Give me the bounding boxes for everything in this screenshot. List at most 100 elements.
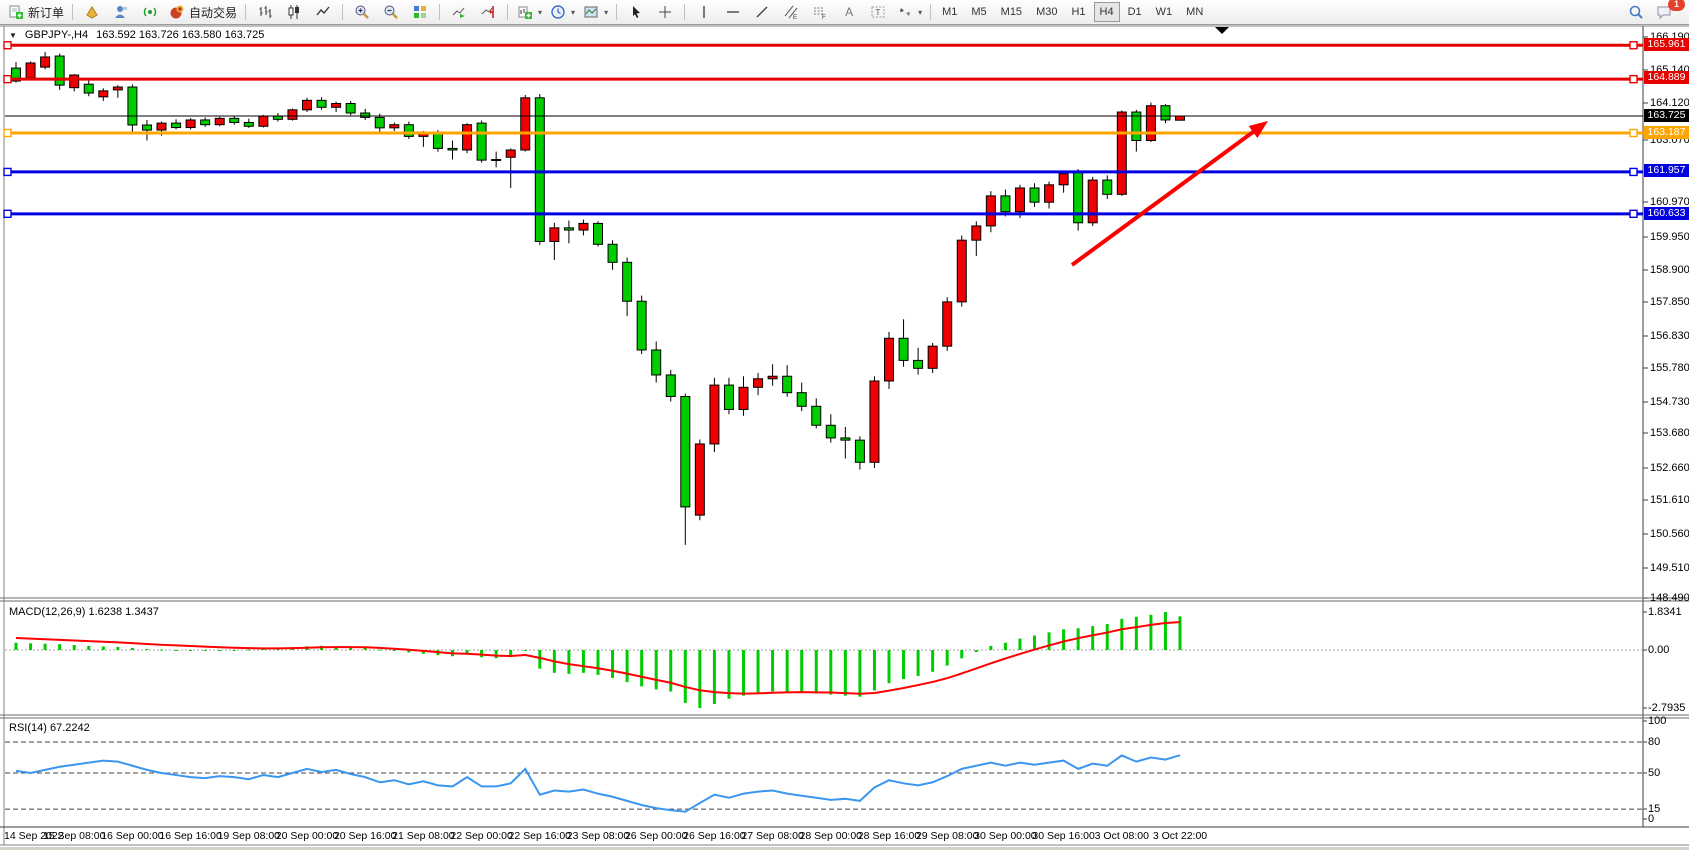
macd-histogram-bar: [261, 648, 265, 650]
line-handle[interactable]: [1629, 41, 1638, 50]
horizontal-line-tool-button[interactable]: [719, 2, 747, 22]
line-handle[interactable]: [1629, 209, 1638, 219]
market-watch-button[interactable]: [78, 2, 106, 22]
fibonacci-icon: F: [811, 4, 829, 20]
trendline-tool-button[interactable]: [748, 2, 776, 22]
horizontal-line-icon: [724, 4, 742, 20]
chat-button[interactable]: 1: [1651, 0, 1685, 22]
macd-histogram-bar: [654, 650, 658, 690]
candlestick-chart-button[interactable]: [280, 2, 308, 22]
timeframe-button-m15[interactable]: M15: [1000, 6, 1023, 18]
macd-histogram-bar: [58, 644, 62, 650]
candle-body: [98, 90, 109, 98]
candle-body: [229, 117, 240, 123]
timeframe-button-w1[interactable]: W1: [1155, 6, 1173, 18]
macd-histogram-bar: [407, 650, 411, 653]
crosshair-tool-button[interactable]: [651, 2, 679, 22]
new-order-button[interactable]: 新订单: [4, 2, 67, 22]
rsi-tick-label: 0: [1648, 813, 1655, 825]
macd-histogram-bar: [29, 643, 33, 650]
macd-histogram-bar: [203, 650, 207, 651]
macd-histogram-bar: [989, 645, 993, 650]
text-label-tool-button[interactable]: T: [864, 2, 892, 22]
strategy-tester-button[interactable]: [136, 2, 164, 22]
profiles-icon: [549, 4, 567, 20]
candle-body: [200, 119, 211, 126]
macd-histogram-bar: [218, 650, 222, 651]
macd-histogram-bar: [872, 650, 876, 691]
price-level-badge: 161.957: [1644, 164, 1689, 177]
rsi-tick-label: 100: [1648, 715, 1667, 727]
chart-shift-marker[interactable]: [1215, 27, 1229, 34]
timeframe-button-m5[interactable]: M5: [971, 6, 987, 18]
fibonacci-tool-button[interactable]: F: [806, 2, 834, 22]
price-level-badge: 163.725: [1644, 109, 1689, 122]
auto-scroll-button[interactable]: [445, 2, 473, 22]
new-chart-button[interactable]: ▾: [513, 2, 545, 22]
arrows-tool-button[interactable]: ▾: [893, 2, 925, 22]
zoom-out-button[interactable]: [377, 2, 405, 22]
candle-body: [1029, 187, 1040, 203]
macd-histogram-bar: [916, 650, 920, 676]
search-button[interactable]: [1622, 2, 1650, 22]
macd-histogram-bar: [1178, 616, 1182, 650]
candle-body: [811, 405, 822, 426]
dropdown-caret: ▾: [538, 7, 543, 17]
candle-body: [898, 337, 909, 361]
line-handle[interactable]: [1629, 74, 1638, 84]
vertical-line-tool-button[interactable]: [690, 2, 718, 22]
macd-histogram-bar: [130, 647, 134, 650]
macd-histogram-bar: [1105, 624, 1109, 650]
line-handle[interactable]: [1629, 167, 1638, 177]
time-axis-label: 3 Oct 22:00: [1152, 830, 1208, 842]
chart-shift-button[interactable]: [474, 2, 502, 22]
candle-body: [709, 384, 720, 445]
profiles-button[interactable]: ▾: [546, 2, 578, 22]
data-window-button[interactable]: [107, 2, 135, 22]
price-level-badge: 160.633: [1644, 207, 1689, 220]
timeframe-button-h4[interactable]: H4: [1093, 2, 1120, 22]
macd-histogram-bar: [189, 650, 193, 651]
chart-title-bar[interactable]: ▼ GBPJPY-,H4 163.592 163.726 163.580 163…: [9, 29, 264, 42]
macd-tick-label: -2.7935: [1648, 702, 1686, 714]
line-handle[interactable]: [3, 41, 12, 50]
timeframe-button-m1[interactable]: M1: [942, 6, 958, 18]
bar-chart-button[interactable]: [251, 2, 279, 22]
cursor-tool-button[interactable]: [622, 2, 650, 22]
templates-button[interactable]: ▾: [579, 2, 611, 22]
timeframe-button-m30[interactable]: M30: [1036, 6, 1058, 18]
text-tool-button[interactable]: A: [835, 2, 863, 22]
channel-tool-button[interactable]: E: [777, 2, 805, 22]
timeframe-button-h1[interactable]: H1: [1071, 6, 1086, 18]
macd-histogram-bar: [960, 650, 964, 659]
line-chart-button[interactable]: [309, 2, 337, 22]
macd-histogram-bar: [1003, 642, 1007, 650]
trend-arrow-line[interactable]: [1070, 125, 1262, 267]
new-order-icon: [7, 4, 25, 20]
separator: [342, 4, 344, 20]
autotrade-button[interactable]: 自动交易: [165, 2, 240, 22]
dropdown-caret: ▾: [604, 7, 609, 17]
line-handle[interactable]: [1629, 128, 1638, 138]
separator: [616, 4, 618, 20]
line-handle[interactable]: [3, 128, 12, 138]
macd-histogram-bar: [698, 650, 702, 708]
macd-histogram-bar: [101, 646, 105, 650]
trend-arrow-head[interactable]: [1248, 121, 1268, 138]
tile-windows-button[interactable]: [406, 2, 434, 22]
line-handle[interactable]: [3, 74, 12, 84]
separator: [507, 4, 509, 20]
timeframe-button-d1[interactable]: D1: [1127, 6, 1142, 18]
line-handle[interactable]: [3, 209, 12, 219]
timeframe-button-mn[interactable]: MN: [1186, 6, 1204, 18]
macd-histogram-bar: [116, 646, 120, 650]
candle-body: [316, 99, 327, 108]
candle-body: [694, 443, 705, 516]
macd-tick-label: 0.00: [1648, 644, 1670, 656]
price-tick-label: 153.680: [1650, 427, 1689, 439]
line-handle[interactable]: [3, 167, 12, 177]
macd-indicator-label: MACD(12,26,9) 1.6238 1.3437: [9, 606, 159, 618]
zoom-in-button[interactable]: [348, 2, 376, 22]
candle-body: [11, 67, 21, 82]
